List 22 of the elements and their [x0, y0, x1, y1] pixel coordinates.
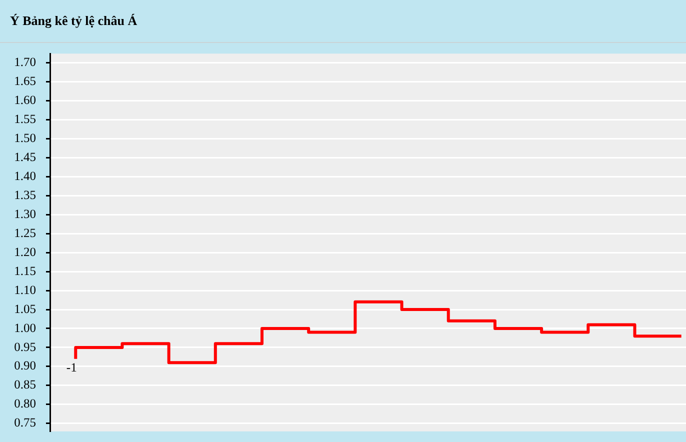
y-tick-label: 1.05 — [14, 302, 36, 316]
y-tick-label: 1.00 — [14, 320, 36, 335]
y-tick-label: 1.65 — [14, 74, 36, 88]
chart-title: Ý Bảng kê tỷ lệ châu Á — [10, 13, 138, 29]
y-tick-label: 1.50 — [14, 130, 36, 145]
y-tick-label: 1.20 — [14, 244, 36, 259]
y-tick-label: 1.40 — [14, 168, 36, 183]
y-tick-label: 1.25 — [14, 226, 36, 240]
y-tick-label: 1.15 — [14, 264, 36, 278]
y-tick-label: 1.30 — [14, 206, 36, 221]
y-tick-label: 0.80 — [14, 396, 36, 411]
y-tick-label: 0.75 — [14, 416, 36, 430]
y-tick-label: 1.10 — [14, 282, 36, 297]
y-tick-label: 0.85 — [14, 378, 36, 392]
y-tick-label: 1.45 — [14, 150, 36, 164]
y-tick-label: 1.70 — [14, 55, 36, 70]
y-tick-label: 1.35 — [14, 188, 36, 202]
y-tick-label: 1.55 — [14, 112, 36, 126]
y-tick-label: 0.95 — [14, 340, 36, 354]
y-tick-label: 0.90 — [14, 358, 36, 373]
y-tick-label: 1.60 — [14, 92, 36, 107]
annotation: -1 — [66, 360, 77, 374]
